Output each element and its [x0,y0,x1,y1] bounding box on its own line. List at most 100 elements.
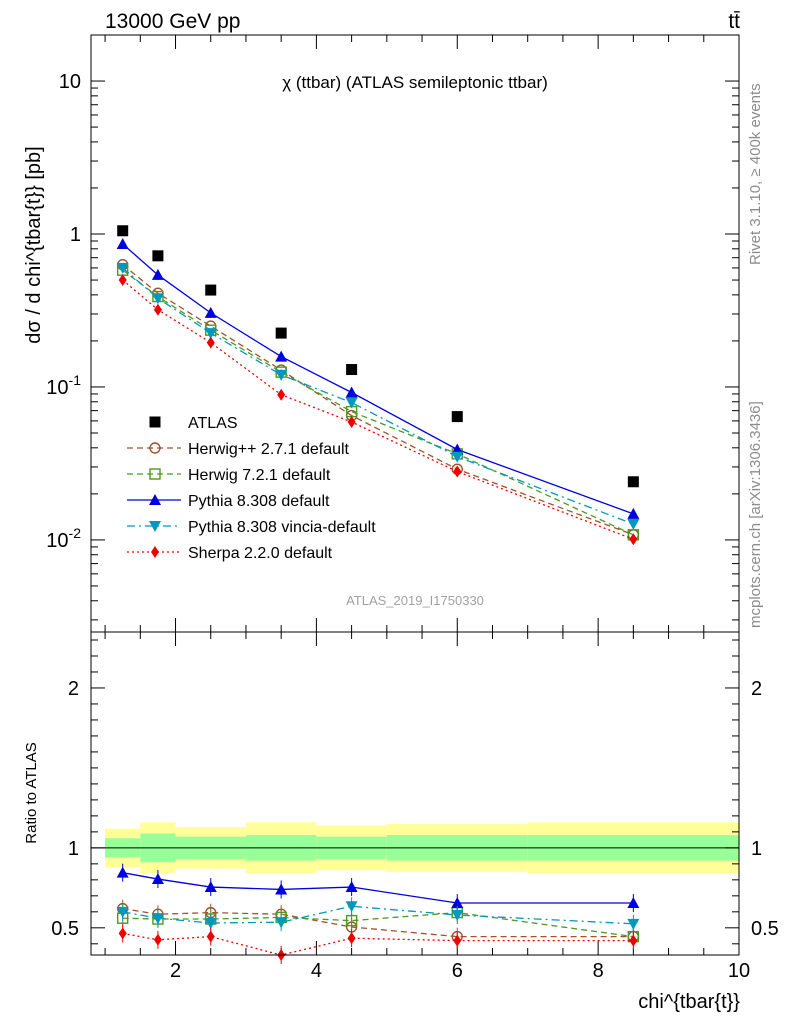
legend-entry: Sherpa 2.2.0 default [127,545,333,562]
data-point [116,238,129,250]
ratio-point [151,873,164,885]
data-point [275,369,288,381]
ratio-point [345,914,358,927]
legend-entry: Pythia 8.308 default [127,493,330,510]
ratio-point [204,881,217,893]
data-point [275,327,287,339]
ratio-series-line [122,905,634,925]
watermark-label: ATLAS_2019_I1750330 [346,593,484,608]
legend-marker [149,521,161,532]
data-point [629,533,638,546]
series-0 [117,225,639,488]
ratio-point [451,897,464,909]
ratio-series-line [122,932,634,956]
ratio-point [345,881,358,893]
data-point [206,336,215,349]
data-point [453,465,462,478]
data-point [204,328,217,340]
ratio-point [206,930,215,943]
main-series-layer [116,225,640,546]
ratio-point [116,906,129,918]
legend-marker [149,468,161,480]
data-point [345,386,358,398]
data-point [277,388,286,401]
legend-label: Herwig++ 2.7.1 default [188,441,350,458]
ratio-point [275,883,288,895]
x-tick-label: 10 [728,960,750,982]
data-point [451,411,463,423]
ratio-y-tick-label-left: 2 [68,678,79,700]
ratio-series-2 [116,863,640,913]
ratio-point [347,932,356,945]
x-tick-label: 6 [452,960,463,982]
main-y-axis-label: dσ / d chi^{tbar{t}} [pb] [23,146,45,343]
ratio-y-tick-label-right: 0.5 [751,918,779,940]
series-4 [116,262,640,531]
ratio-series-line [122,911,634,938]
data-point [117,225,129,237]
mcplots-label: mcplots.cern.ch [arXiv:1306.3436] [747,401,764,628]
x-tick-label: 4 [311,960,322,982]
ratio-point [627,897,640,909]
data-point [275,350,288,362]
legend-label: Pythia 8.308 vincia-default [188,519,376,536]
ratio-y-axis-label: Ratio to ATLAS [23,742,40,843]
ratio-y-tick-label-left: 1 [68,838,79,860]
data-point [118,274,127,287]
data-point [151,268,164,280]
ratio-point [153,933,162,946]
ratio-x-axis-label: chi^{tbar{t}} [638,991,740,1013]
y-tick-label: 10-1 [46,372,81,399]
ratio-point [627,918,640,930]
main-plot-frame [90,34,740,633]
x-tick-label: 2 [170,960,181,982]
data-point [151,293,164,305]
legend-entry: Herwig 7.2.1 default [127,467,331,484]
y-tick-label: 1 [70,224,81,246]
ratio-point [275,917,288,929]
data-point [153,303,162,316]
data-point [627,476,639,488]
ratio-panel: 0.5 0.5 1 1 2 2 2 4 6 8 10 Ratio to ATLAS chi^{tba… [23,631,779,1013]
energy-label: 13000 GeV pp [105,10,240,33]
x-tick-label: 8 [593,960,604,982]
ratio-point [151,913,164,925]
legend-entry: Herwig++ 2.7.1 default [127,441,350,458]
legend-label: Sherpa 2.2.0 default [188,545,333,562]
ratio-point [345,901,358,913]
rivet-version-label: Rivet 3.1.10, ≥ 400k events [747,83,764,265]
legend-marker [149,494,161,505]
ratio-plot-frame [90,631,740,956]
ratio-point [453,934,462,947]
legend: ATLAS Herwig++ 2.7.1 default Herwig 7.2.1 … [127,415,376,562]
ratio-series-4 [118,924,638,964]
ratio-point [116,866,129,878]
ratio-point [629,934,638,947]
ratio-uncertainty-bands [91,822,739,874]
ratio-axis-ticks: 0.5 0.5 1 1 2 2 2 4 6 8 10 [51,632,779,982]
y-tick-label: 10 [59,71,81,93]
legend-label: ATLAS [188,415,238,432]
ratio-series-line [122,872,634,904]
data-point [204,306,217,318]
legend-marker [149,416,161,428]
data-point [152,250,164,262]
legend-entry: ATLAS [149,415,238,432]
ratio-point [451,910,464,922]
legend-marker [151,546,159,558]
ratio-point [204,918,217,930]
series-3 [116,238,640,519]
ratio-series-layer [116,863,640,964]
data-point [345,397,358,409]
data-point [116,262,129,274]
ratio-y-tick-label-right: 1 [751,838,762,860]
data-point [347,416,356,429]
legend-label: Pythia 8.308 default [188,493,330,510]
legend-marker [149,442,161,454]
data-point [627,507,640,519]
legend-entry: Pythia 8.308 vincia-default [127,519,376,536]
main-title: χ (ttbar) (ATLAS semileptonic ttbar) [282,73,548,92]
process-label: tt̄ [728,10,740,33]
data-point [205,284,217,296]
